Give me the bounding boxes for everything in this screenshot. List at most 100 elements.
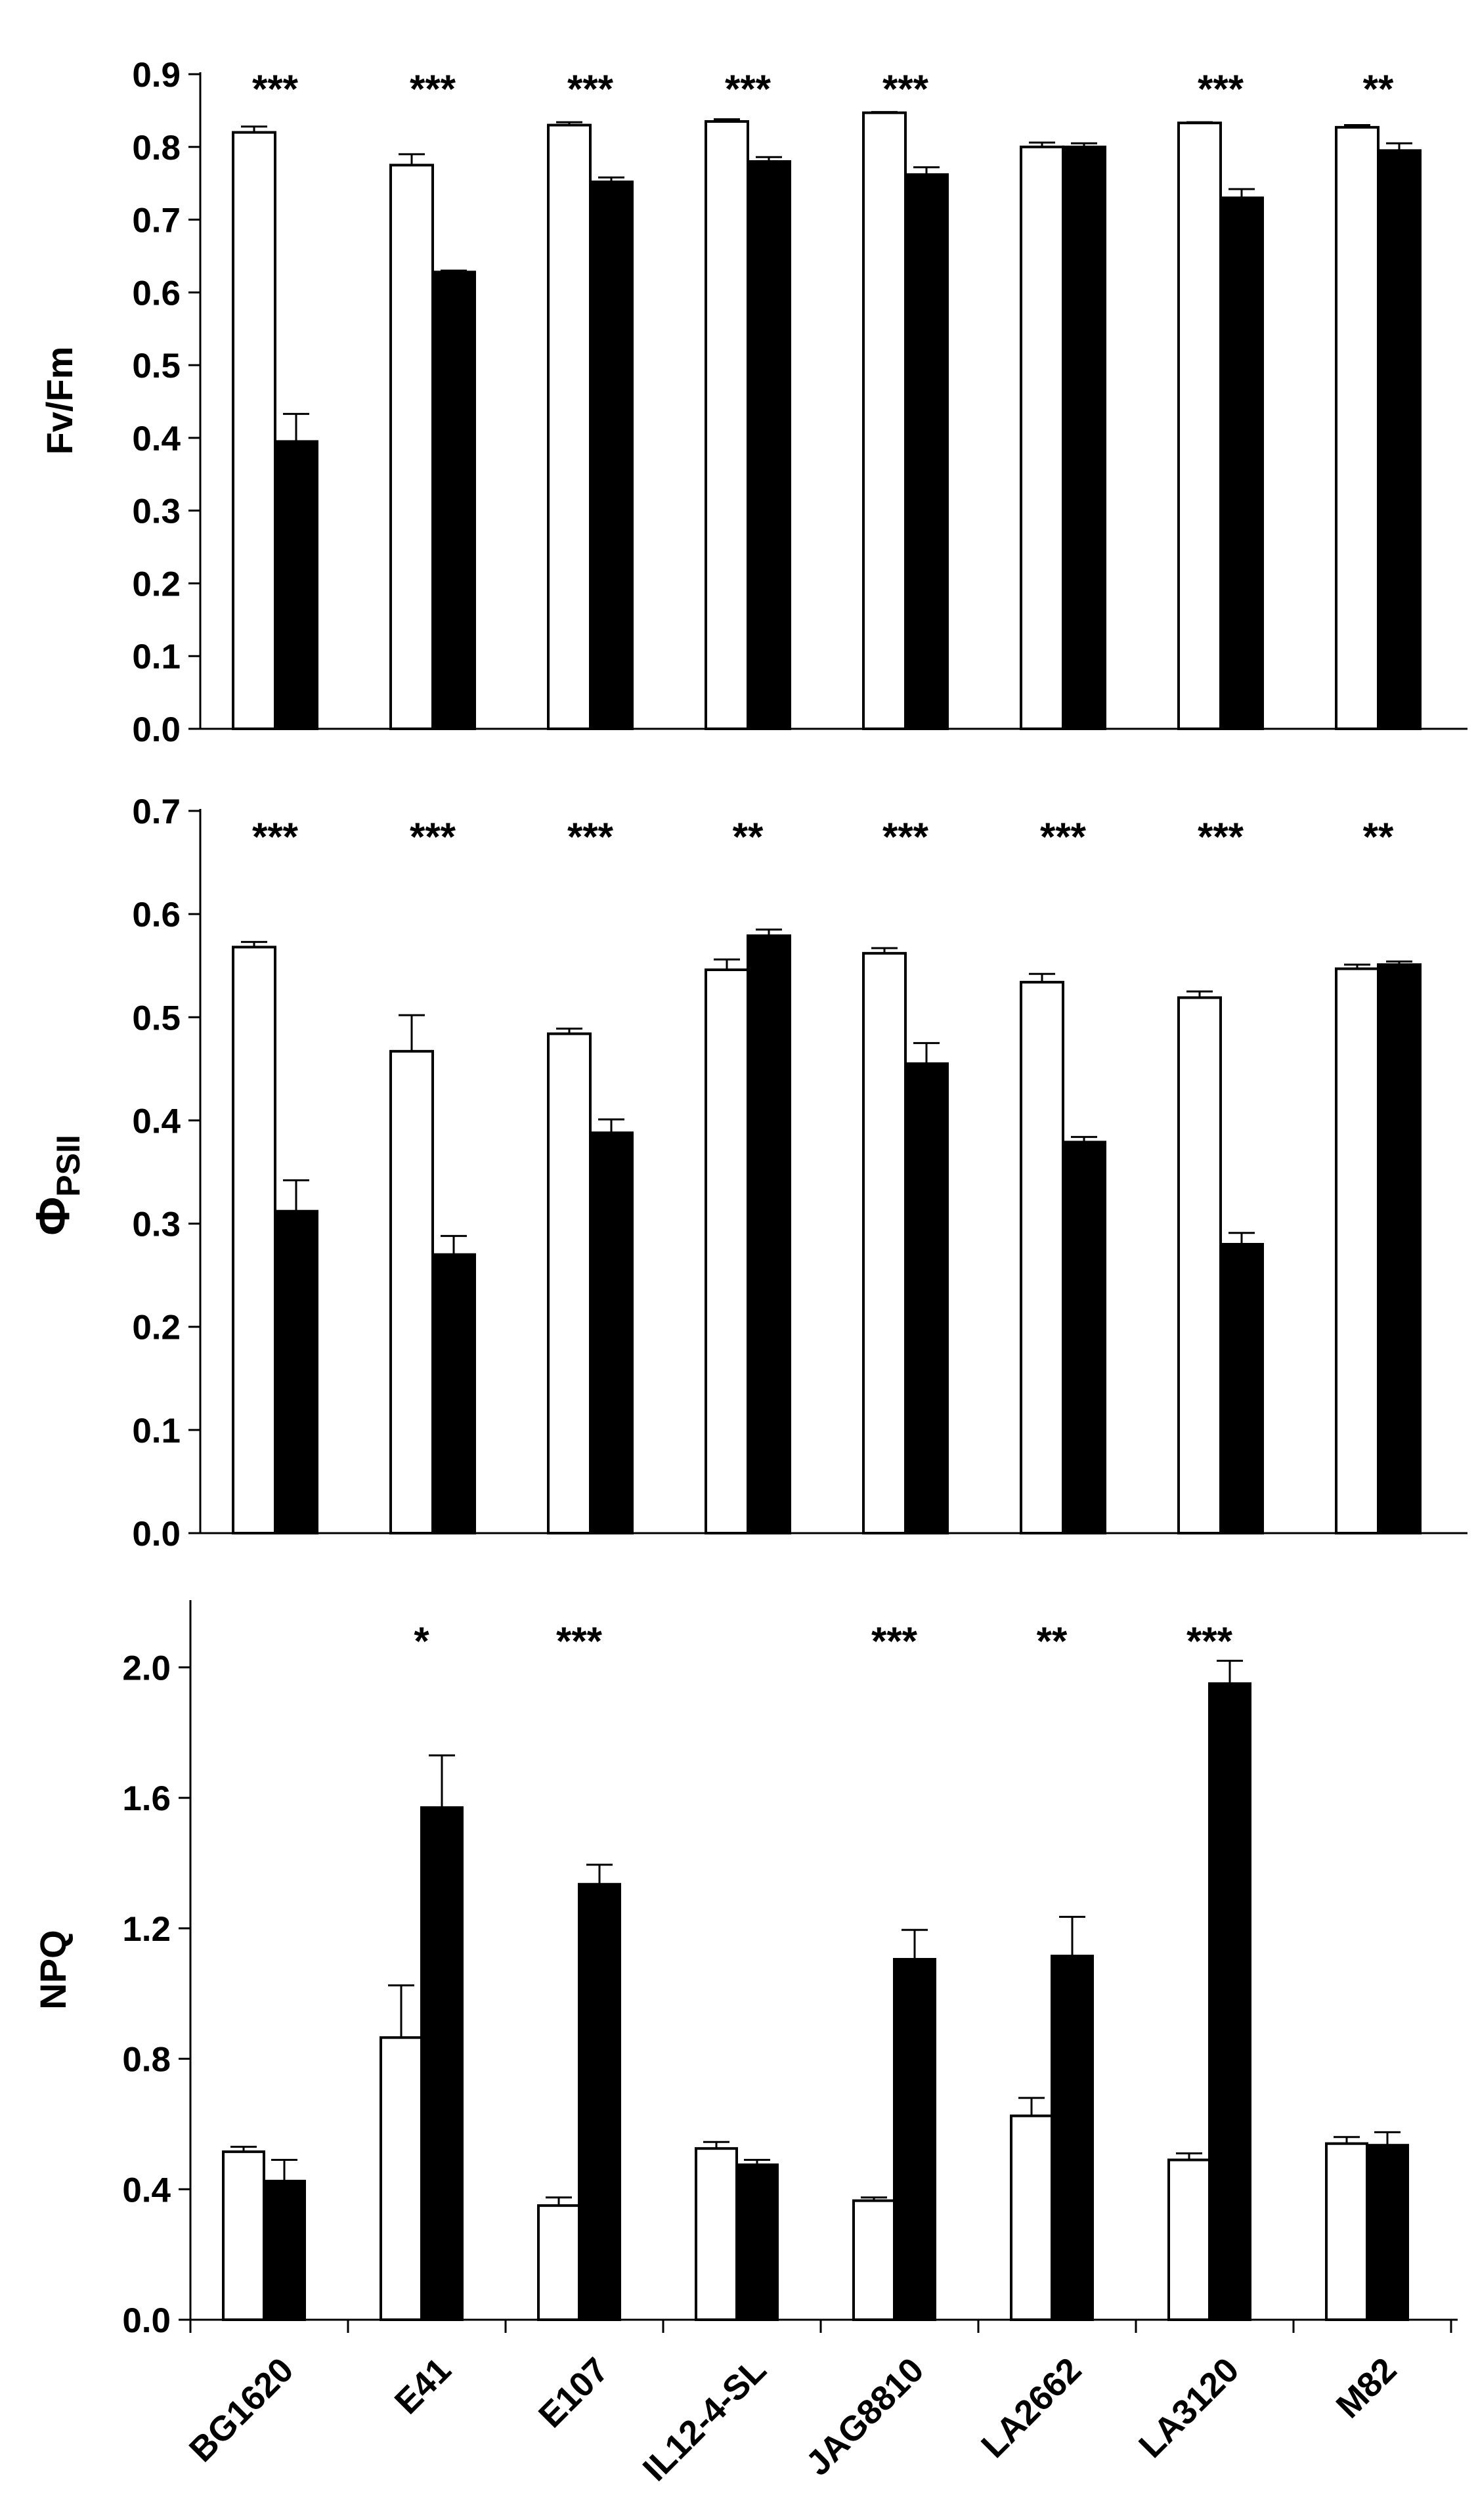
- significance-mark: ***: [1198, 67, 1244, 111]
- y-tick-label: 0.2: [132, 565, 181, 603]
- category-label: E107: [531, 2351, 616, 2435]
- significance-mark: ***: [410, 815, 456, 859]
- y-tick-label: 0.2: [132, 1309, 181, 1347]
- treatment-bar: [1051, 1955, 1094, 2321]
- y-tick-label: 0.6: [132, 896, 181, 934]
- y-tick-label: 0.0: [132, 1515, 181, 1553]
- y-tick-label: 0.9: [132, 56, 181, 95]
- control-bar: [695, 2147, 738, 2321]
- y-axis-title-main: Φ: [27, 1197, 79, 1236]
- significance-mark: ***: [1040, 815, 1087, 859]
- significance-mark: **: [733, 815, 764, 859]
- category-label: E41: [387, 2351, 458, 2422]
- fvfm-y-axis-title: Fv/Fm: [39, 347, 80, 455]
- control-bar: [547, 1032, 592, 1534]
- control-bar: [537, 2204, 580, 2321]
- treatment-bar: [1377, 963, 1422, 1534]
- y-tick-label: 0.4: [122, 2171, 171, 2209]
- treatment-bar: [420, 1806, 464, 2321]
- control-bar: [232, 131, 276, 731]
- control-bar: [1020, 980, 1064, 1535]
- y-tick-label: 1.2: [122, 1910, 171, 1949]
- category-label: M82: [1329, 2351, 1404, 2426]
- treatment-bar: [263, 2179, 306, 2322]
- category-label: JAG8810: [798, 2351, 931, 2483]
- control-bar: [705, 120, 749, 730]
- significance-mark: **: [1037, 1619, 1068, 1663]
- treatment-bar: [1062, 1141, 1106, 1534]
- treatment-bar: [1366, 2144, 1409, 2322]
- control-bar: [1010, 2114, 1053, 2321]
- treatment-bar: [578, 1882, 621, 2322]
- significance-mark: ***: [556, 1619, 603, 1663]
- treatment-bar: [1062, 145, 1106, 730]
- significance-mark: ***: [252, 67, 299, 111]
- y-tick-label: 0.7: [132, 202, 181, 240]
- significance-mark: ***: [725, 67, 772, 111]
- treatment-bar: [1219, 196, 1264, 731]
- y-tick-label: 0.8: [122, 2041, 171, 2079]
- y-tick-label: 0.1: [132, 1412, 181, 1450]
- y-tick-label: 0.3: [132, 492, 181, 531]
- y-tick-label: 0.3: [132, 1206, 181, 1244]
- y-tick-label: 0.1: [132, 638, 181, 676]
- y-tick-label: 0.7: [132, 793, 181, 831]
- treatment-bar: [735, 2163, 779, 2322]
- control-bar: [852, 2199, 896, 2322]
- control-bar: [380, 2036, 423, 2321]
- significance-mark: ***: [882, 815, 929, 859]
- treatment-bar: [431, 271, 476, 730]
- control-bar: [232, 945, 276, 1534]
- control-bar: [1177, 121, 1222, 730]
- y-axis-title-sub: PSII: [50, 1135, 87, 1196]
- significance-mark: **: [1363, 67, 1394, 111]
- control-bar: [862, 951, 907, 1535]
- control-bar: [862, 111, 907, 730]
- control-bar: [705, 968, 749, 1534]
- phipsii-y-axis-title: ΦPSII: [27, 1135, 87, 1236]
- treatment-bar: [747, 160, 791, 730]
- treatment-bar: [274, 1209, 318, 1534]
- control-bar: [1325, 2142, 1368, 2322]
- control-bar: [1020, 145, 1064, 730]
- category-label: LA3120: [1131, 2351, 1246, 2466]
- y-tick-label: 2.0: [122, 1649, 171, 1687]
- y-tick-label: 0.5: [132, 999, 181, 1037]
- y-tick-label: 1.6: [122, 1779, 171, 1818]
- treatment-bar: [589, 1131, 634, 1535]
- significance-mark: *: [414, 1619, 429, 1663]
- treatment-bar: [1377, 149, 1422, 731]
- significance-mark: ***: [1198, 815, 1244, 859]
- y-tick-label: 0.6: [132, 274, 181, 313]
- control-bar: [389, 163, 434, 730]
- fvfm-panel: 0.00.10.20.30.40.50.60.70.80.9Fv/Fm*** **…: [39, 56, 1467, 749]
- y-tick-label: 0.0: [132, 710, 181, 749]
- treatment-bar: [1219, 1243, 1264, 1534]
- significance-mark: **: [1363, 815, 1394, 859]
- significance-mark: ***: [567, 815, 614, 859]
- y-tick-label: 0.4: [132, 420, 181, 458]
- treatment-bar: [904, 173, 949, 730]
- significance-mark: ***: [410, 67, 456, 111]
- control-bar: [1335, 125, 1380, 730]
- control-bar: [547, 123, 592, 731]
- category-label: IL12-4-SL: [636, 2351, 773, 2488]
- control-bar: [1167, 2158, 1211, 2321]
- control-bar: [1177, 996, 1222, 1534]
- y-tick-label: 0.5: [132, 347, 181, 385]
- treatment-bar: [893, 1958, 936, 2321]
- control-bar: [389, 1050, 434, 1534]
- treatment-bar: [431, 1253, 476, 1534]
- treatment-bar: [747, 934, 791, 1534]
- treatment-bar: [274, 440, 318, 731]
- treatment-bar: [904, 1062, 949, 1534]
- category-label: BG1620: [182, 2351, 301, 2469]
- significance-mark: ***: [1186, 1619, 1233, 1663]
- y-tick-label: 0.4: [132, 1102, 181, 1141]
- npq-y-axis-title: NPQ: [32, 1930, 74, 2009]
- significance-mark: ***: [252, 815, 299, 859]
- treatment-bar: [589, 180, 634, 730]
